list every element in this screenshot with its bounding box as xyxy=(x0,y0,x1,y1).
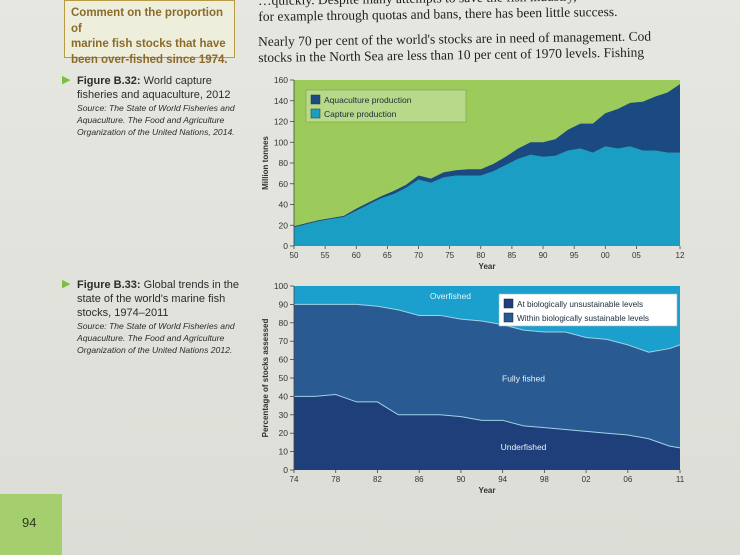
y-tick-label: 140 xyxy=(274,96,288,106)
y-tick-label: 80 xyxy=(279,158,289,168)
x-tick-label: 74 xyxy=(290,475,299,484)
y-tick-label: 100 xyxy=(274,137,288,147)
caption-source-line: Organization of the United Nations, 2014… xyxy=(77,127,235,137)
chart-legend: Aquaculture production Capture production xyxy=(305,89,467,123)
x-tick-label: 98 xyxy=(540,475,549,484)
legend-label: At biologically unsustainable levels xyxy=(517,300,643,309)
x-tick-label: 02 xyxy=(582,475,591,484)
x-tick-label: 12 xyxy=(676,251,685,260)
question-line: been over-fished since 1974. xyxy=(71,53,228,66)
x-tick-label: 82 xyxy=(373,475,382,484)
y-tick-label: 0 xyxy=(283,241,288,251)
y-axis-label: Million tonnes xyxy=(261,136,270,190)
y-tick-label: 80 xyxy=(279,318,289,328)
caption-title-line: stocks, 1974–2011 xyxy=(77,307,169,319)
x-tick-label: 00 xyxy=(601,251,610,260)
y-tick-label: 100 xyxy=(274,281,288,291)
y-tick-label: 20 xyxy=(279,220,289,230)
page-number: 94 xyxy=(22,515,37,530)
y-tick-label: 40 xyxy=(279,391,289,401)
area-label-fully-fished: Fully fished xyxy=(502,374,545,384)
legend-box xyxy=(305,89,467,123)
body-text-mid: Nearly 70 per cent of the world's stocks… xyxy=(258,29,651,66)
caption-title-line: fisheries and aquaculture, 2012 xyxy=(77,89,231,101)
x-tick-label: 11 xyxy=(676,475,685,484)
chart-legend: At biologically unsustainable levels With… xyxy=(498,293,678,327)
x-tick-label: 55 xyxy=(321,251,330,260)
caption-label: Figure B.33: xyxy=(77,279,141,291)
y-tick-label: 120 xyxy=(274,117,288,127)
x-tick-label: 75 xyxy=(445,251,454,260)
caption-source-line: Aquaculture. The Food and Agriculture xyxy=(77,333,225,343)
caption-arrow-icon: ▶ xyxy=(62,278,71,290)
question-box: Comment on the proportion of marine fish… xyxy=(64,0,235,66)
x-tick-label: 80 xyxy=(476,251,485,260)
page-number-tab xyxy=(0,494,62,555)
area-series-underfished xyxy=(294,394,680,470)
x-tick-label: 90 xyxy=(539,251,548,260)
caption-title-line: state of the world's marine fish xyxy=(77,293,226,305)
caption-source-line: Source: The State of World Fisheries and xyxy=(77,103,235,113)
x-tick-label: 60 xyxy=(352,251,361,260)
x-tick-label: 86 xyxy=(415,475,424,484)
caption-label: Figure B.32: xyxy=(77,75,141,87)
y-tick-label: 160 xyxy=(274,75,288,85)
y-tick-label: 60 xyxy=(279,179,289,189)
x-tick-label: 50 xyxy=(290,251,299,260)
series-boundary-line xyxy=(294,394,681,449)
legend-swatch xyxy=(503,312,514,323)
y-tick-label: 0 xyxy=(283,465,288,475)
chart-fisheries-aquaculture: 0 20 40 60 80 100 120 140 160 50 55 60 65 70 75 80 85 90 9… xyxy=(261,75,685,271)
y-tick-label: 40 xyxy=(279,200,289,210)
x-tick-label: 85 xyxy=(507,251,516,260)
body-text-top: …quickly. Despite many attempts to save … xyxy=(258,0,618,25)
legend-swatch xyxy=(503,298,514,309)
caption-source-line: Source: The State of World Fisheries and xyxy=(77,321,235,331)
series-boundary-line xyxy=(294,303,681,353)
question-line: marine fish stocks that have xyxy=(71,38,226,50)
caption-title-line: World capture xyxy=(143,75,212,87)
y-tick-label: 90 xyxy=(279,299,289,309)
y-tick-label: 30 xyxy=(279,410,289,420)
y-axis-label: Percentage of stocks assessed xyxy=(261,319,270,438)
figure-caption-b32: ▶ Figure B.32: World capture fisheries a… xyxy=(62,74,252,138)
y-tick-label: 10 xyxy=(279,447,289,457)
y-tick-label: 60 xyxy=(279,355,289,365)
x-tick-label: 94 xyxy=(498,475,507,484)
caption-title-line: Global trends in the xyxy=(143,279,240,291)
x-axis-label: Year xyxy=(479,486,496,495)
legend-label: Within biologically sustainable levels xyxy=(517,314,649,323)
x-tick-label: 05 xyxy=(632,251,641,260)
chart-marine-fish-stocks: 0 10 20 30 40 50 60 70 80 90 100 74 78 82 86 90 94 98 02 06… xyxy=(261,281,685,495)
legend-label: Aquaculture production xyxy=(324,95,412,105)
figure-caption-b33: ▶ Figure B.33: Global trends in the stat… xyxy=(62,278,252,356)
x-tick-label: 78 xyxy=(331,475,340,484)
legend-label: Capture production xyxy=(324,109,397,119)
legend-swatch xyxy=(310,94,321,105)
y-tick-label: 20 xyxy=(279,428,289,438)
y-tick-label: 70 xyxy=(279,336,289,346)
x-tick-label: 65 xyxy=(383,251,392,260)
area-series-capture-production xyxy=(294,146,680,246)
area-label-underfished: Underfished xyxy=(501,442,547,452)
y-tick-label: 50 xyxy=(279,373,289,383)
question-line: Comment on the proportion of xyxy=(71,7,224,35)
legend-box xyxy=(498,293,678,327)
x-tick-label: 06 xyxy=(623,475,632,484)
caption-arrow-icon: ▶ xyxy=(62,74,71,86)
area-label-overfished: Overfished xyxy=(430,291,471,301)
caption-source-line: Aquaculture. The Food and Agriculture xyxy=(77,115,225,125)
legend-swatch xyxy=(310,108,321,119)
x-tick-label: 70 xyxy=(414,251,423,260)
x-axis-label: Year xyxy=(479,262,496,271)
x-tick-label: 90 xyxy=(456,475,465,484)
caption-source-line: Organization of the United Nations 2012. xyxy=(77,345,233,355)
area-series-fully-fished xyxy=(294,304,680,448)
x-tick-label: 95 xyxy=(570,251,579,260)
